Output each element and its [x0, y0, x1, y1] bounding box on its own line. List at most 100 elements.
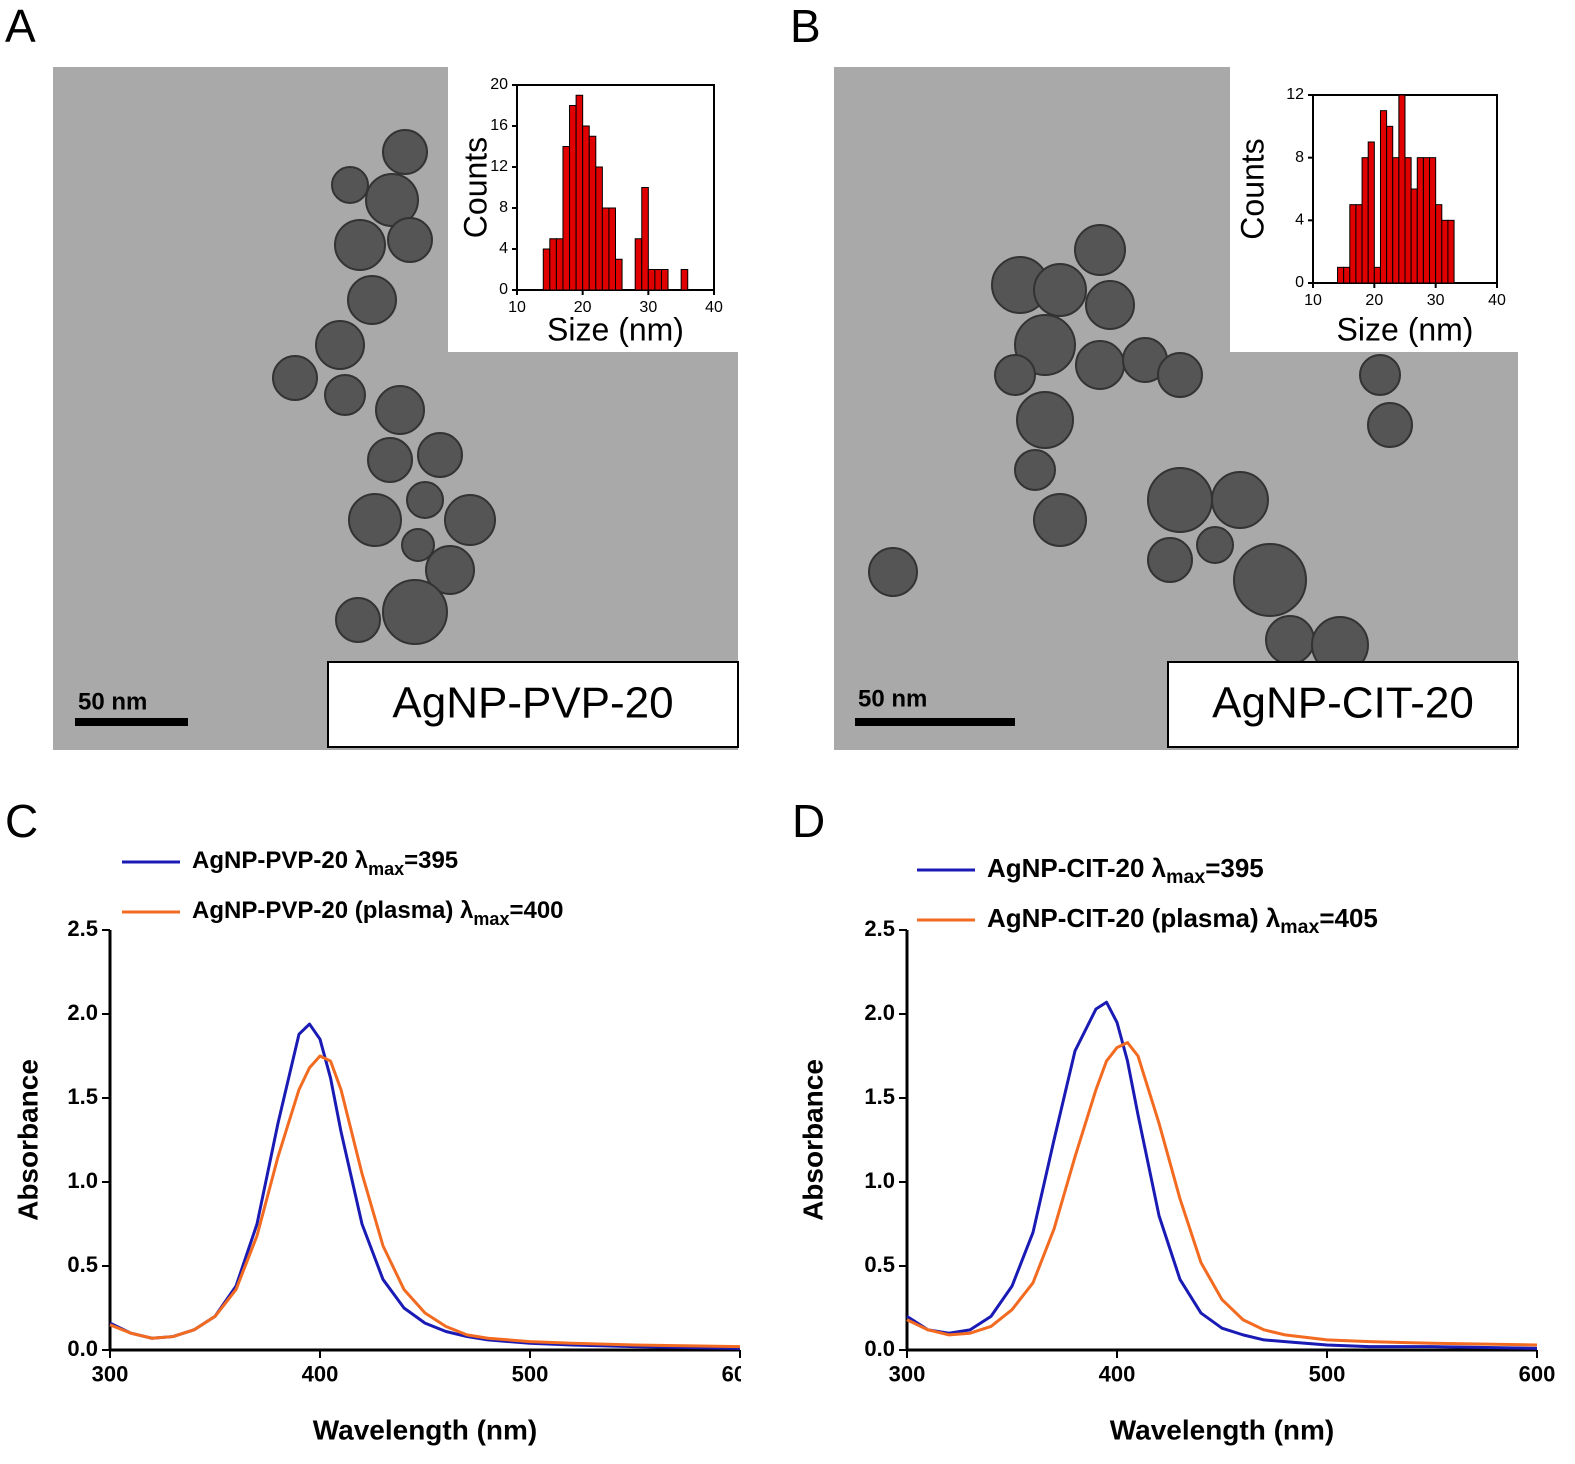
y-tick-label: 1.0	[67, 1168, 98, 1193]
legend-label: AgNP-PVP-20 (plasma) λmax=400	[192, 897, 564, 928]
bar	[1361, 157, 1369, 284]
y-tick-label: 12	[490, 158, 508, 175]
panel-letter: C	[5, 795, 38, 847]
particles	[868, 224, 1413, 674]
y-tick-label: 2.5	[67, 916, 98, 941]
x-tick-label: 600	[1519, 1361, 1556, 1386]
bar	[1392, 157, 1400, 284]
y-tick-label: 0.0	[67, 1336, 98, 1361]
bar	[562, 146, 571, 291]
bar	[1404, 157, 1412, 284]
bar	[660, 269, 669, 291]
absorbance-chart-d: 0.0 0.5 1.0 1.5 2.0 2.5 300 400 500 600 Absorbance…	[797, 916, 1555, 1446]
bar	[1349, 204, 1357, 284]
scale-bar	[855, 718, 1015, 726]
x-tick-label: 400	[302, 1361, 339, 1386]
bar	[1429, 157, 1437, 284]
x-tick-label: 10	[1304, 292, 1322, 309]
sample-label-box	[1167, 661, 1519, 748]
line-series	[906, 1000, 1538, 1350]
legend-label: AgNP-CIT-20 λmax=395	[987, 853, 1264, 888]
x-tick-label: 500	[1309, 1361, 1346, 1386]
legend-label: AgNP-CIT-20 (plasma) λmax=405	[987, 903, 1378, 938]
y-tick-label: 0	[499, 281, 508, 298]
x-tick-label: 500	[512, 1361, 549, 1386]
x-tick-label: 20	[1365, 292, 1383, 309]
y-tick-label: 1.0	[864, 1168, 895, 1193]
bar	[582, 125, 590, 291]
sample-label-box	[327, 661, 739, 748]
legend-name: AgNP-CIT-20 (plasma) λ	[987, 903, 1281, 933]
x-tick-label: 30	[1427, 292, 1445, 309]
y-tick-label: 4	[499, 240, 508, 257]
y-tick-label: 8	[499, 199, 508, 216]
bar	[1355, 204, 1363, 284]
bar	[588, 135, 597, 291]
bar	[555, 238, 564, 291]
histogram-b: 0 4 8 12 10 20 30 40 Counts Size (nm)	[1234, 86, 1506, 347]
y-tick-label: 2.5	[864, 916, 895, 941]
bar	[1441, 219, 1449, 284]
panel-letter: B	[790, 0, 821, 52]
y-tick-label: 12	[1286, 86, 1304, 103]
bar	[549, 238, 557, 291]
bar	[1343, 266, 1351, 284]
y-axis-label: Absorbance	[797, 1059, 828, 1221]
legend-name: AgNP-CIT-20 λ	[987, 853, 1167, 883]
bar	[1398, 94, 1406, 284]
bar	[595, 166, 603, 291]
y-tick-label: 1.5	[864, 1084, 895, 1109]
y-tick-label: 8	[1295, 149, 1304, 166]
y-tick-label: 0	[1295, 274, 1304, 291]
line-series	[109, 1054, 741, 1349]
bar	[615, 258, 623, 291]
bar	[569, 105, 577, 291]
y-tick-label: 4	[1295, 212, 1304, 229]
legend-value: =400	[509, 897, 563, 924]
legend-value: =405	[1319, 903, 1378, 933]
bar	[1337, 266, 1345, 284]
scale-bar	[75, 718, 188, 726]
particles	[272, 129, 496, 645]
bar	[634, 238, 643, 291]
bar	[1386, 125, 1394, 284]
bar	[1435, 204, 1443, 284]
y-tick-label: 0.0	[864, 1336, 895, 1361]
bar	[542, 248, 551, 291]
bar	[641, 187, 649, 291]
scale-bar-label: 50 nm	[858, 685, 927, 712]
x-tick-label: 400	[1099, 1361, 1136, 1386]
x-tick-label: 40	[1488, 292, 1506, 309]
bar	[1373, 266, 1381, 284]
bar	[575, 94, 584, 291]
bar	[680, 269, 689, 291]
sample-label: AgNP-PVP-20	[392, 679, 673, 728]
bar	[601, 207, 610, 291]
x-tick-label: 300	[92, 1361, 129, 1386]
legend-subscript: max	[1166, 866, 1205, 888]
bar	[1416, 157, 1424, 284]
legend-subscript: max	[368, 859, 404, 879]
x-tick-label: 20	[574, 299, 592, 316]
legend-name: AgNP-PVP-20 (plasma) λ	[192, 897, 473, 924]
absorbance-chart-c: 0.0 0.5 1.0 1.5 2.0 2.5 300 400 500 600 Absorbance…	[12, 916, 741, 1445]
bar	[654, 269, 662, 291]
panel-letter: A	[5, 0, 36, 52]
bar	[1379, 110, 1388, 284]
legend-value: =395	[404, 847, 458, 874]
legend-label: AgNP-PVP-20 λmax=395	[192, 847, 458, 878]
legend-name: AgNP-PVP-20 λ	[192, 847, 368, 874]
panel-letter: D	[792, 795, 825, 847]
x-tick-label: 10	[508, 299, 526, 316]
bar	[647, 269, 656, 291]
legend-subscript: max	[1280, 916, 1319, 938]
y-tick-label: 2.0	[67, 1000, 98, 1025]
y-axis-label: Counts	[1234, 138, 1270, 239]
y-tick-label: 2.0	[864, 1000, 895, 1025]
bar	[608, 207, 617, 291]
y-tick-label: 0.5	[864, 1252, 895, 1277]
bar	[1410, 188, 1418, 284]
x-axis-label: Wavelength (nm)	[1110, 1414, 1335, 1445]
y-tick-label: 20	[490, 76, 508, 93]
